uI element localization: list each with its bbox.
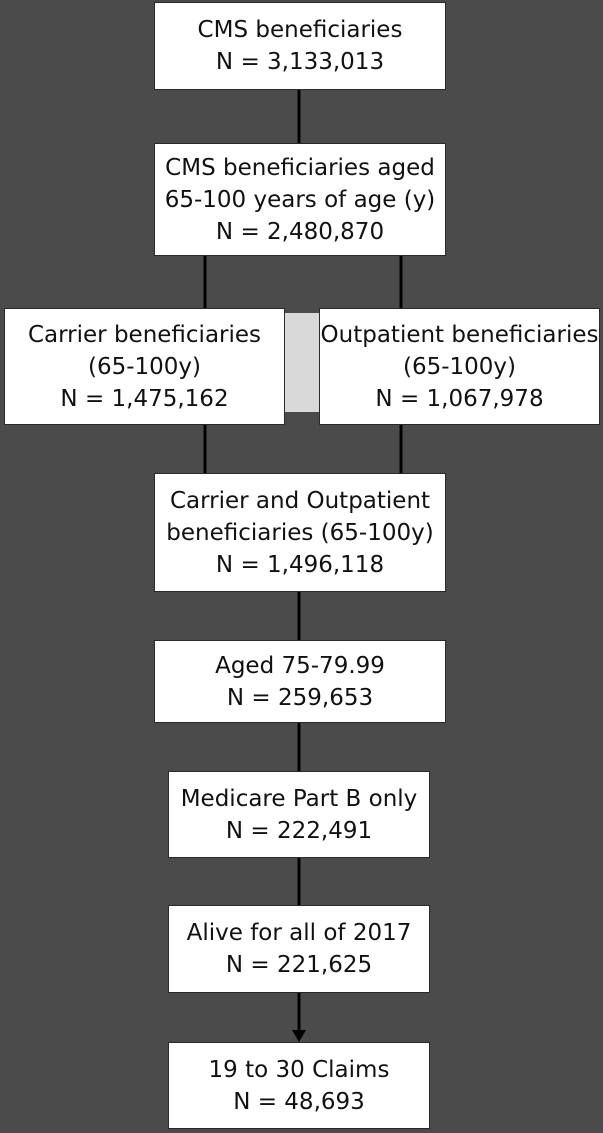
part-b-count: N = 222,491	[225, 817, 373, 844]
part-b-box: Medicare Part B only N = 222,491	[168, 771, 430, 858]
alive-2017-count: N = 221,625	[225, 952, 373, 978]
claims-box: 19 to 30 Claims N = 48,693	[168, 1042, 430, 1129]
alive-2017-box: Alive for all of 2017 N = 221,625	[168, 905, 430, 993]
combined-beneficiaries-label: Carrier and Outpatient	[169, 487, 431, 514]
aged-beneficiaries-range: 65-100 years of age (y)	[164, 186, 436, 213]
claims-count: N = 48,693	[233, 1088, 365, 1115]
combined-beneficiaries-count: N = 1,496,118	[215, 551, 385, 578]
aged-beneficiaries-box: CMS beneficiaries aged 65-100 years of a…	[154, 143, 446, 256]
combined-beneficiaries-range: beneficiaries (65-100y)	[166, 519, 434, 546]
carrier-beneficiaries-count: N = 1,475,162	[60, 385, 229, 412]
combined-beneficiaries-box: Carrier and Outpatient beneficiaries (65…	[154, 473, 446, 592]
carrier-beneficiaries-box: Carrier beneficiaries (65-100y) N = 1,47…	[4, 308, 285, 425]
age-range-box: Aged 75-79.99 N = 259,653	[154, 640, 446, 723]
outpatient-beneficiaries-count: N = 1,067,978	[375, 385, 544, 412]
total-beneficiaries-count: N = 3,133,013	[215, 49, 385, 75]
age-range-label: Aged 75-79.99	[215, 652, 385, 679]
carrier-beneficiaries-range: (65-100y)	[87, 353, 202, 380]
age-range-count: N = 259,653	[226, 684, 374, 711]
total-beneficiaries-box: CMS beneficiaries N = 3,133,013	[154, 2, 446, 90]
outpatient-beneficiaries-range: (65-100y)	[402, 353, 517, 380]
total-beneficiaries-label: CMS beneficiaries	[197, 17, 403, 43]
aged-beneficiaries-label: CMS beneficiaries aged	[165, 154, 435, 181]
arrowhead-claims	[292, 1030, 306, 1042]
overlap-shading	[285, 313, 319, 412]
claims-label: 19 to 30 Claims	[208, 1056, 390, 1083]
outpatient-beneficiaries-box: Outpatient beneficiaries (65-100y) N = 1…	[319, 308, 600, 425]
aged-beneficiaries-count: N = 2,480,870	[215, 218, 385, 245]
part-b-label: Medicare Part B only	[180, 785, 418, 812]
alive-2017-label: Alive for all of 2017	[186, 920, 412, 946]
outpatient-beneficiaries-label: Outpatient beneficiaries	[320, 321, 599, 348]
carrier-beneficiaries-label: Carrier beneficiaries	[27, 321, 262, 348]
